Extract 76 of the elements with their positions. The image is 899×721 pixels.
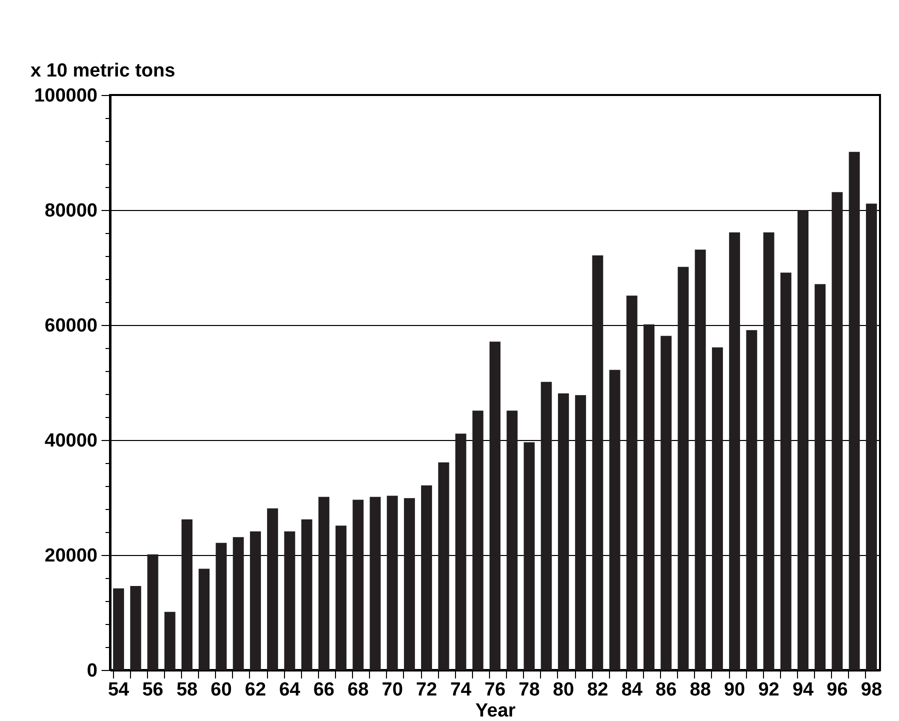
bar [386, 496, 398, 670]
bar [267, 508, 278, 670]
bar [694, 250, 706, 670]
bar [421, 485, 432, 670]
bar [455, 434, 466, 670]
bar [540, 382, 552, 670]
x-tick-label: 94 [792, 680, 814, 700]
y-tick-label: 20000 [44, 546, 98, 566]
x-axis-title: Year [475, 700, 516, 721]
bar [660, 336, 672, 670]
bar [712, 347, 723, 670]
bar [438, 462, 450, 670]
bar [832, 192, 843, 670]
bar [130, 586, 142, 670]
bar [352, 500, 364, 670]
x-tick-label: 82 [587, 680, 608, 700]
bar [250, 531, 261, 670]
x-tick-label: 72 [416, 680, 438, 700]
bar [644, 324, 654, 670]
bar [866, 204, 877, 670]
bar [678, 266, 689, 670]
bar [558, 393, 569, 670]
x-tick-label: 64 [279, 680, 301, 700]
bar [216, 542, 227, 670]
x-tick-label: 70 [382, 680, 403, 700]
y-tick-label: 100000 [34, 86, 98, 106]
bar [780, 272, 792, 670]
x-tick-label: 84 [621, 680, 643, 700]
x-tick-label: 88 [690, 680, 711, 700]
x-tick-label: 76 [484, 680, 506, 700]
y-tick-label: 40000 [44, 430, 98, 452]
bar [763, 232, 774, 670]
bar [318, 496, 330, 670]
y-tick-label: 60000 [44, 316, 98, 336]
bar [729, 232, 740, 670]
x-tick-label: 90 [724, 680, 746, 700]
x-tick-label: 96 [826, 680, 848, 700]
bar [164, 612, 176, 670]
bar [490, 342, 500, 670]
y-axis-title: x 10 metric tons [30, 60, 176, 82]
x-tick-label: 86 [656, 680, 677, 700]
x-tick-label: 80 [552, 680, 574, 700]
x-tick-label: 98 [860, 680, 882, 700]
bar [814, 284, 826, 670]
x-tick-label: 56 [142, 680, 164, 700]
bar [609, 370, 620, 670]
y-tick-label: 80000 [44, 200, 98, 222]
x-tick-label: 68 [348, 680, 369, 700]
bar [506, 410, 518, 670]
bar [575, 395, 586, 670]
bar [848, 152, 860, 670]
x-tick-label: 60 [210, 680, 232, 700]
bar [182, 519, 192, 670]
x-tick-label: 58 [176, 680, 198, 700]
y-tick-label: 0 [86, 660, 98, 682]
bar [626, 296, 638, 670]
bar [232, 537, 244, 670]
x-tick-label: 62 [244, 680, 266, 700]
bar [746, 330, 758, 670]
bar [472, 410, 484, 670]
x-tick-label: 78 [518, 680, 540, 700]
bar [147, 554, 158, 670]
bar [798, 210, 808, 670]
bar [284, 531, 296, 670]
x-tick-label: 66 [313, 680, 334, 700]
x-tick-label: 92 [758, 680, 780, 700]
bar [370, 496, 381, 670]
bar [198, 568, 210, 670]
bar [524, 442, 535, 670]
bar [113, 588, 124, 670]
bar [336, 526, 346, 670]
bar [404, 498, 415, 670]
x-tick-label: 74 [450, 680, 472, 700]
bar [592, 255, 604, 670]
bar [301, 519, 312, 670]
x-tick-label: 54 [108, 680, 130, 700]
